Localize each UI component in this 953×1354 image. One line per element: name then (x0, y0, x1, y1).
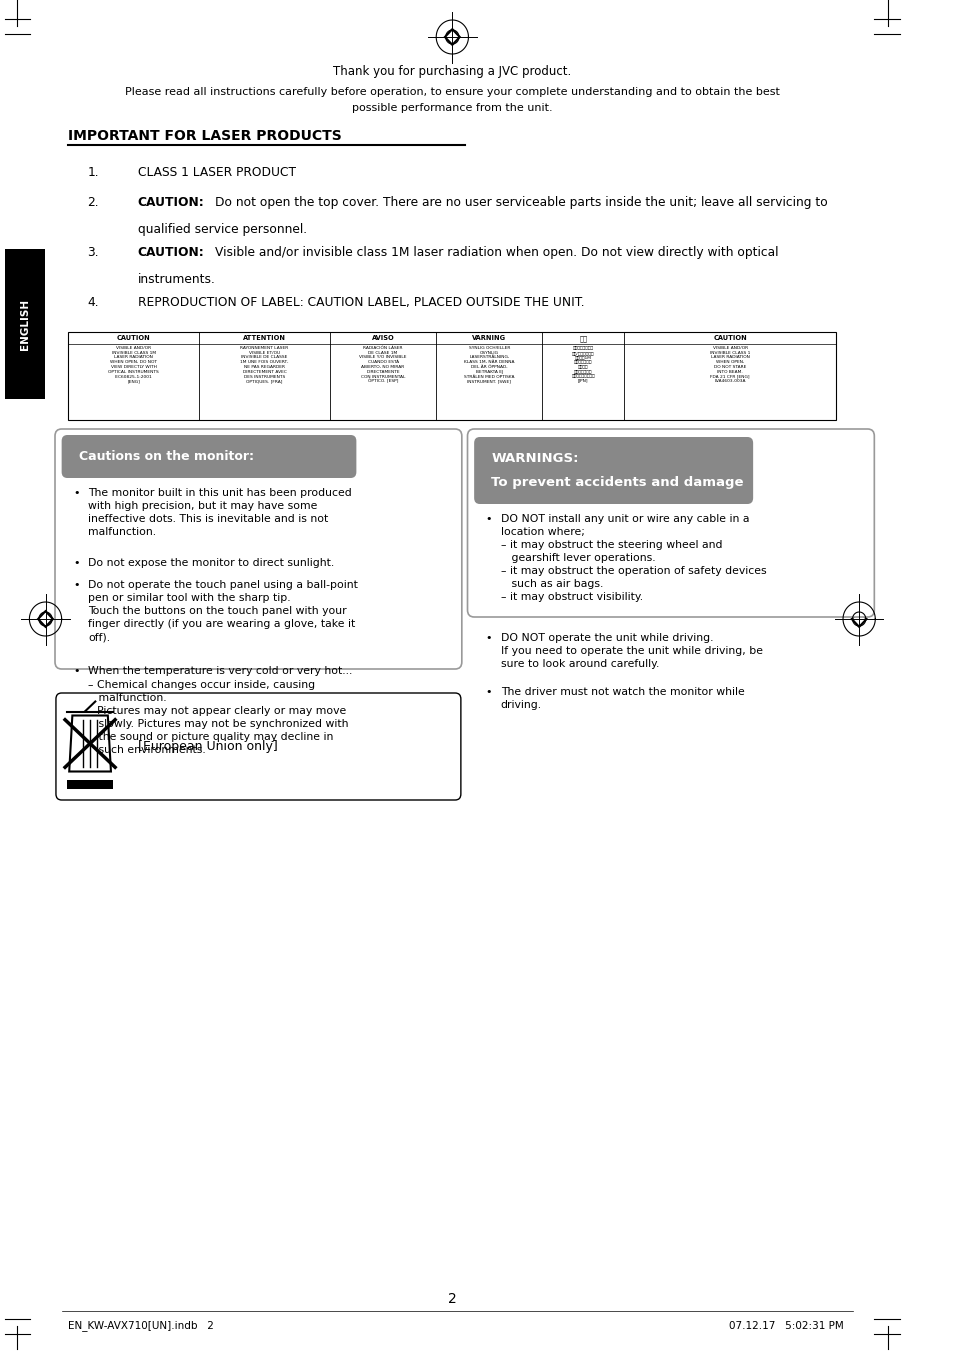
Text: DO NOT operate the unit while driving.
If you need to operate the unit while dri: DO NOT operate the unit while driving. I… (500, 632, 761, 669)
FancyBboxPatch shape (474, 437, 752, 504)
Bar (67, 780, 112, 789)
Text: •: • (485, 515, 492, 524)
FancyBboxPatch shape (55, 429, 461, 669)
Text: ENGLISH: ENGLISH (20, 298, 30, 349)
Text: 07.12.17   5:02:31 PM: 07.12.17 5:02:31 PM (728, 1322, 843, 1331)
Text: SYNLIG OCH/ELLER
OSYNLIG
LASERSTRÅLNING,
KLASS 1M, NÄR DENNA
DEL ÄR ÖPPNAD,
BETR: SYNLIG OCH/ELLER OSYNLIG LASERSTRÅLNING,… (463, 347, 514, 383)
Text: ここを開くと可視
及び/または不可視
のクラス1M
レーザー放射が
出ます。
光学器具で直接
見ないでください。
[JPN]: ここを開くと可視 及び/または不可視 のクラス1M レーザー放射が 出ます。 光… (571, 347, 595, 383)
FancyBboxPatch shape (62, 435, 356, 478)
Text: •: • (73, 558, 79, 569)
Text: The driver must not watch the monitor while
driving.: The driver must not watch the monitor wh… (500, 686, 743, 709)
Text: CLASS 1 LASER PRODUCT: CLASS 1 LASER PRODUCT (137, 167, 295, 179)
FancyBboxPatch shape (56, 693, 460, 800)
Text: 2.: 2. (87, 196, 99, 209)
Text: qualified service personnel.: qualified service personnel. (137, 223, 306, 236)
Text: The monitor built in this unit has been produced
with high precision, but it may: The monitor built in this unit has been … (88, 487, 352, 538)
Text: 2: 2 (448, 1292, 456, 1307)
FancyBboxPatch shape (5, 249, 45, 399)
Text: VISIBLE AND/OR
INVISIBLE CLASS 1M
LASER RADIATION
WHEN OPEN, DO NOT
VIEW DIRECTL: VISIBLE AND/OR INVISIBLE CLASS 1M LASER … (109, 347, 159, 383)
Text: possible performance from the unit.: possible performance from the unit. (352, 103, 552, 112)
Polygon shape (852, 613, 864, 626)
FancyBboxPatch shape (467, 429, 873, 617)
Text: CAUTION:: CAUTION: (137, 196, 204, 209)
Text: RADIACIÓN LÁSER
DE CLASE 1M
VISIBLE Y/O INVISIBLE
CUANDO ESTÁ
ABIERTO, NO MIRAR
: RADIACIÓN LÁSER DE CLASE 1M VISIBLE Y/O … (359, 347, 406, 383)
Text: •: • (485, 632, 492, 643)
FancyBboxPatch shape (69, 332, 836, 420)
Text: Please read all instructions carefully before operation, to ensure your complete: Please read all instructions carefully b… (125, 87, 779, 97)
Text: •: • (73, 666, 79, 677)
Text: Do not expose the monitor to direct sunlight.: Do not expose the monitor to direct sunl… (88, 558, 335, 569)
Text: 1.: 1. (87, 167, 99, 179)
Text: Do not open the top cover. There are no user serviceable parts inside the unit; : Do not open the top cover. There are no … (215, 196, 827, 209)
Polygon shape (849, 609, 867, 628)
Text: IMPORTANT FOR LASER PRODUCTS: IMPORTANT FOR LASER PRODUCTS (69, 129, 342, 144)
Text: •: • (485, 686, 492, 697)
Polygon shape (443, 27, 460, 46)
Text: ATTENTION: ATTENTION (243, 334, 286, 341)
Text: EN_KW-AVX710[UN].indb   2: EN_KW-AVX710[UN].indb 2 (69, 1320, 213, 1331)
Text: REPRODUCTION OF LABEL: CAUTION LABEL, PLACED OUTSIDE THE UNIT.: REPRODUCTION OF LABEL: CAUTION LABEL, PL… (137, 297, 583, 309)
Text: 3.: 3. (87, 246, 99, 259)
Text: DO NOT install any unit or wire any cable in a
location where;
– it may obstruct: DO NOT install any unit or wire any cabl… (500, 515, 765, 603)
Text: Cautions on the monitor:: Cautions on the monitor: (79, 450, 253, 463)
Text: When the temperature is very cold or very hot...
– Chemical changes occur inside: When the temperature is very cold or ver… (88, 666, 353, 754)
Polygon shape (446, 31, 457, 43)
Text: CAUTION:: CAUTION: (137, 246, 204, 259)
Text: •: • (73, 580, 79, 590)
Text: •: • (73, 487, 79, 498)
Text: VARNING: VARNING (472, 334, 506, 341)
Text: AVISO: AVISO (372, 334, 395, 341)
Text: Do not operate the touch panel using a ball-point
pen or similar tool with the s: Do not operate the touch panel using a b… (88, 580, 357, 642)
Text: RAYONNEMENT LASER
VISIBLE ET/OU
INVISIBLE DE CLASSE
1M UNE FOIS OUVERT,
NE PAS R: RAYONNEMENT LASER VISIBLE ET/OU INVISIBL… (240, 347, 289, 383)
Text: WARNINGS:: WARNINGS: (491, 452, 578, 464)
Text: instruments.: instruments. (137, 274, 215, 286)
Text: Visible and/or invisible class 1M laser radiation when open. Do not view directl: Visible and/or invisible class 1M laser … (215, 246, 778, 259)
Text: 注意: 注意 (578, 334, 587, 341)
Polygon shape (36, 609, 54, 628)
Text: CAUTION: CAUTION (713, 334, 746, 341)
Text: 4.: 4. (87, 297, 99, 309)
Text: To prevent accidents and damage: To prevent accidents and damage (491, 477, 743, 489)
Polygon shape (39, 613, 51, 626)
Text: VISIBLE AND/OR
INVISIBLE CLASS 1
LASER RADIATION
WHEN OPEN,
DO NOT STARE
INTO BE: VISIBLE AND/OR INVISIBLE CLASS 1 LASER R… (709, 347, 750, 383)
Text: [European Union only]: [European Union only] (137, 741, 277, 753)
Text: CAUTION: CAUTION (116, 334, 151, 341)
Text: Thank you for purchasing a JVC product.: Thank you for purchasing a JVC product. (333, 65, 571, 79)
